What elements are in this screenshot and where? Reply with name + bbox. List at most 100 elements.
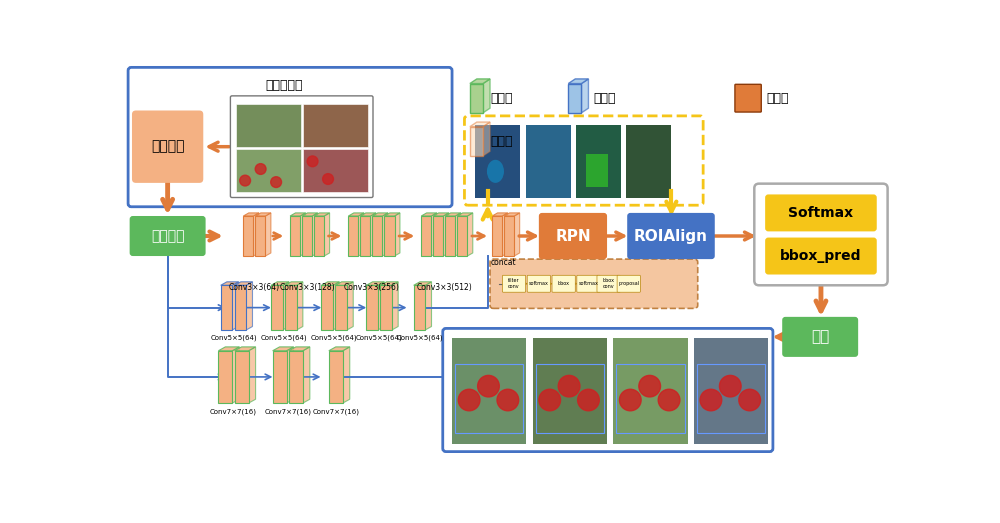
Circle shape (255, 164, 266, 174)
Polygon shape (287, 347, 294, 403)
Bar (303, 149, 368, 192)
Polygon shape (470, 79, 490, 84)
Text: Conv7×7(16): Conv7×7(16) (210, 408, 257, 415)
Polygon shape (372, 213, 388, 216)
Polygon shape (378, 282, 384, 330)
Polygon shape (433, 216, 443, 256)
Bar (526, 125, 571, 198)
Bar (697, 364, 765, 433)
Polygon shape (271, 282, 289, 285)
Bar (236, 149, 301, 192)
Polygon shape (467, 213, 473, 256)
Polygon shape (297, 282, 303, 330)
Polygon shape (382, 213, 388, 256)
Polygon shape (347, 282, 353, 330)
Polygon shape (395, 213, 400, 256)
Polygon shape (343, 347, 350, 403)
Polygon shape (232, 282, 239, 330)
Polygon shape (265, 213, 271, 256)
Polygon shape (360, 216, 370, 256)
Text: 草莓数据集: 草莓数据集 (265, 79, 303, 93)
FancyBboxPatch shape (627, 213, 715, 259)
Polygon shape (457, 213, 473, 216)
Polygon shape (502, 213, 508, 256)
Polygon shape (321, 285, 333, 330)
Polygon shape (380, 282, 398, 285)
Text: Conv5×5(64): Conv5×5(64) (396, 335, 443, 341)
Polygon shape (568, 84, 581, 113)
Polygon shape (290, 213, 306, 216)
Polygon shape (255, 216, 265, 256)
FancyBboxPatch shape (539, 213, 607, 259)
Text: concat: concat (490, 258, 516, 267)
Polygon shape (384, 216, 395, 256)
Text: 结果: 结果 (811, 329, 829, 344)
Text: Conv7×7(16): Conv7×7(16) (264, 408, 311, 415)
Polygon shape (492, 213, 508, 216)
Polygon shape (232, 347, 239, 403)
Polygon shape (483, 122, 490, 156)
Polygon shape (329, 351, 343, 403)
Polygon shape (285, 282, 303, 285)
Text: Conv7×7(16): Conv7×7(16) (312, 408, 359, 415)
Text: 特征图: 特征图 (491, 135, 513, 148)
Polygon shape (302, 213, 318, 216)
Text: 卷积核: 卷积核 (767, 92, 789, 105)
Polygon shape (483, 79, 490, 113)
Bar (536, 364, 604, 433)
FancyBboxPatch shape (130, 216, 206, 256)
Polygon shape (358, 213, 364, 256)
Polygon shape (249, 347, 256, 403)
Polygon shape (333, 282, 339, 330)
Polygon shape (514, 213, 520, 256)
Circle shape (639, 376, 661, 397)
Polygon shape (455, 213, 461, 256)
Circle shape (240, 175, 251, 186)
Bar (533, 338, 607, 444)
Polygon shape (445, 216, 455, 256)
Bar (613, 338, 688, 444)
Polygon shape (380, 285, 392, 330)
Polygon shape (218, 347, 239, 351)
Polygon shape (470, 127, 483, 156)
Polygon shape (421, 216, 431, 256)
Polygon shape (221, 282, 239, 285)
Polygon shape (321, 282, 339, 285)
Polygon shape (273, 351, 287, 403)
Text: Softmax: Softmax (788, 206, 854, 220)
Circle shape (700, 389, 722, 411)
Text: Conv3×3(64): Conv3×3(64) (229, 283, 280, 292)
Text: filter
conv: filter conv (508, 278, 520, 289)
Bar (475, 125, 520, 198)
Circle shape (619, 389, 641, 411)
Polygon shape (425, 282, 432, 330)
Polygon shape (470, 84, 483, 113)
Polygon shape (255, 213, 271, 216)
FancyBboxPatch shape (490, 259, 698, 309)
Polygon shape (392, 282, 398, 330)
Polygon shape (414, 285, 425, 330)
Text: bbox
conv: bbox conv (603, 278, 615, 289)
Polygon shape (504, 213, 520, 216)
Polygon shape (492, 216, 502, 256)
Polygon shape (348, 213, 364, 216)
Bar (236, 104, 301, 146)
Polygon shape (283, 282, 289, 330)
FancyBboxPatch shape (128, 67, 452, 207)
Polygon shape (443, 213, 449, 256)
Polygon shape (421, 213, 437, 216)
Polygon shape (289, 351, 303, 403)
FancyBboxPatch shape (735, 84, 761, 112)
Polygon shape (433, 213, 449, 216)
Polygon shape (445, 213, 461, 216)
FancyBboxPatch shape (765, 237, 877, 275)
FancyBboxPatch shape (527, 275, 550, 292)
Polygon shape (329, 347, 350, 351)
Circle shape (323, 174, 333, 185)
Text: softmax: softmax (529, 281, 549, 286)
Text: Conv5×5(64): Conv5×5(64) (261, 335, 307, 341)
FancyBboxPatch shape (597, 275, 620, 292)
Polygon shape (273, 347, 294, 351)
Bar (586, 154, 608, 187)
FancyBboxPatch shape (502, 275, 526, 292)
